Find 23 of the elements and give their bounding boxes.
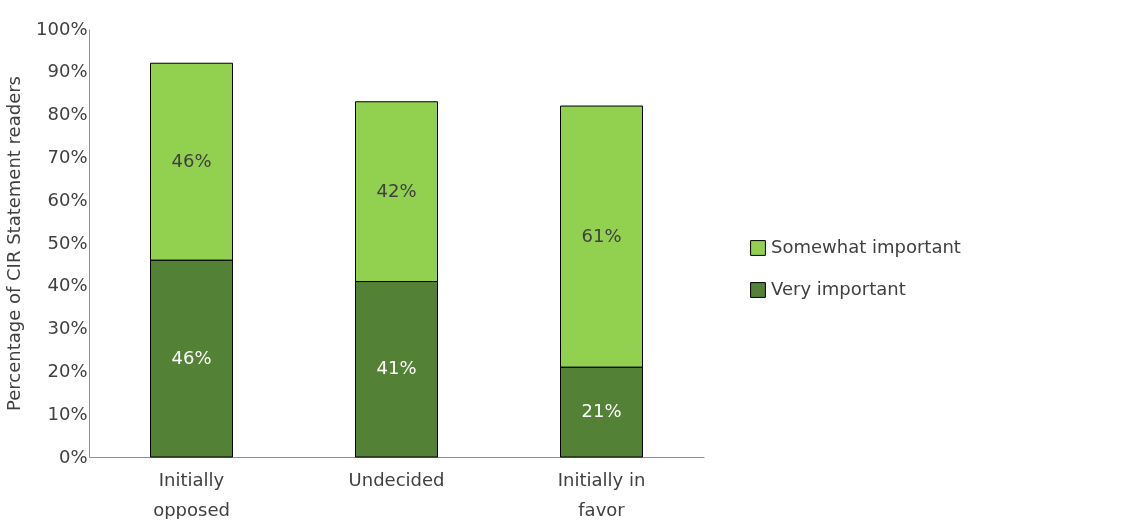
x-tick-label: Initially opposed — [153, 468, 230, 520]
y-tick-label: 90% — [47, 60, 88, 82]
legend-label: Somewhat important — [771, 236, 961, 257]
y-tick-label: 100% — [36, 17, 88, 39]
data-label: 41% — [376, 357, 417, 379]
y-tick-label: 20% — [47, 359, 88, 381]
y-tick-label: 70% — [47, 145, 88, 167]
data-label: 61% — [581, 224, 622, 246]
y-tick-label: 50% — [47, 231, 88, 253]
x-tick-label: Undecided — [348, 468, 445, 490]
y-axis-title: Percentage of CIR Statement readers — [3, 76, 25, 411]
y-tick-label: 10% — [47, 402, 88, 424]
y-tick-label: 40% — [47, 274, 88, 296]
y-tick-label: 60% — [47, 188, 88, 210]
y-tick-label: 0% — [58, 445, 88, 467]
data-label: 46% — [171, 346, 212, 368]
y-tick-label: 30% — [47, 317, 88, 339]
data-label: 46% — [171, 149, 212, 171]
legend-label: Very important — [771, 278, 906, 299]
y-tick-label: 80% — [47, 103, 88, 125]
data-label: 42% — [376, 179, 417, 201]
data-label: 21% — [581, 400, 622, 422]
x-tick-label: Initially in favor — [557, 468, 646, 520]
